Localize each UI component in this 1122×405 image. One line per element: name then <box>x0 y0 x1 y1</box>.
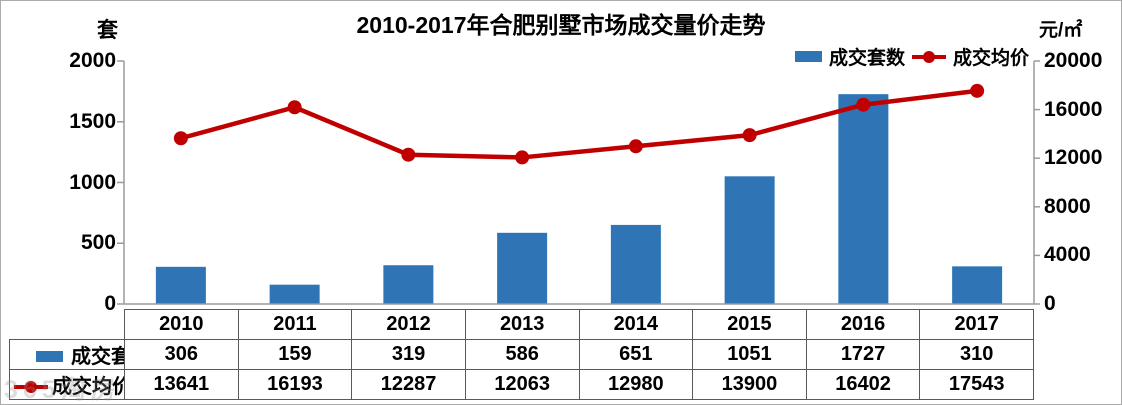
left-axis-unit: 套 <box>97 19 118 42</box>
right-axis-tick-label: 12000 <box>1044 146 1103 170</box>
right-axis-tick-label: 8000 <box>1044 194 1091 218</box>
line-series-marker-icon <box>14 380 48 393</box>
line-marker-2014 <box>628 139 643 154</box>
legend-bar-label: 成交套数 <box>828 48 905 69</box>
line-marker-2010 <box>173 131 188 146</box>
line-marker-2013 <box>515 150 530 165</box>
table-row-header-bar-series: 成交套数 <box>9 339 125 370</box>
table-cell-price: 13641 <box>124 369 239 400</box>
table-cell-units: 159 <box>237 339 353 370</box>
line-marker-2016 <box>856 97 871 112</box>
table-corner-blank <box>10 310 125 340</box>
table-cell-units: 306 <box>124 339 239 370</box>
data-table: 20102011201220132014201520162017成交套数3061… <box>9 309 1034 400</box>
table-cell-units: 319 <box>351 339 466 370</box>
left-axis-tick-label: 0 <box>104 292 116 315</box>
bar-2010 <box>155 266 206 304</box>
table-cell-price: 12287 <box>351 369 466 400</box>
line-marker-2017 <box>970 83 985 98</box>
line-marker-2015 <box>742 128 757 143</box>
left-axis-tick-label: 2000 <box>69 49 116 72</box>
table-cell-units: 1727 <box>805 339 921 370</box>
table-cell-price: 16193 <box>237 369 353 400</box>
table-year-header: 2013 <box>464 309 580 340</box>
bar-2014 <box>610 224 661 304</box>
bar-2015 <box>724 176 775 304</box>
left-axis-tick-label: 500 <box>80 231 116 255</box>
table-cell-price: 12063 <box>464 369 580 400</box>
line-marker-2012 <box>401 147 416 162</box>
table-year-header: 2015 <box>692 309 807 340</box>
table-year-header: 2014 <box>578 309 694 340</box>
legend-bar-swatch-icon <box>794 51 822 62</box>
chart-title: 2010-2017年合肥别墅市场成交量价走势 <box>356 12 766 38</box>
right-axis-unit: 元/㎡ <box>1039 20 1083 41</box>
legend-line-marker-icon <box>911 50 946 63</box>
table-cell-units: 310 <box>919 339 1034 370</box>
left-axis-tick-label: 1000 <box>69 170 116 194</box>
table-cell-price: 13900 <box>692 369 807 400</box>
right-axis-tick-label: 4000 <box>1044 243 1091 267</box>
bar-2013 <box>497 232 548 304</box>
table-cell-units: 651 <box>578 339 694 370</box>
table-year-header: 2011 <box>237 309 353 340</box>
left-axis-tick-label: 1500 <box>69 109 116 133</box>
legend: 成交套数 成交均价 <box>794 43 1029 70</box>
table-cell-units: 586 <box>464 339 580 370</box>
table-cell-price: 12980 <box>578 369 694 400</box>
table-row-header-line-series: 成交均价 <box>9 369 125 400</box>
bar-2017 <box>952 266 1003 304</box>
table-year-header: 2017 <box>919 309 1034 340</box>
table-year-header: 2016 <box>805 309 921 340</box>
right-axis-tick-label: 16000 <box>1044 97 1103 121</box>
right-axis-tick-label: 20000 <box>1044 49 1103 72</box>
bar-2016 <box>838 94 889 305</box>
line-marker-2011 <box>287 100 302 115</box>
bar-2011 <box>269 284 320 304</box>
right-axis-tick-label: 0 <box>1044 292 1056 315</box>
table-cell-price: 17543 <box>919 369 1034 400</box>
table-year-header: 2010 <box>124 309 239 340</box>
legend-line-label: 成交均价 <box>952 48 1029 69</box>
bar-2012 <box>383 265 434 304</box>
table-cell-units: 1051 <box>692 339 807 370</box>
table-year-header: 2012 <box>351 309 466 340</box>
bar-series-swatch-icon <box>36 351 63 363</box>
table-cell-price: 16402 <box>805 369 921 400</box>
